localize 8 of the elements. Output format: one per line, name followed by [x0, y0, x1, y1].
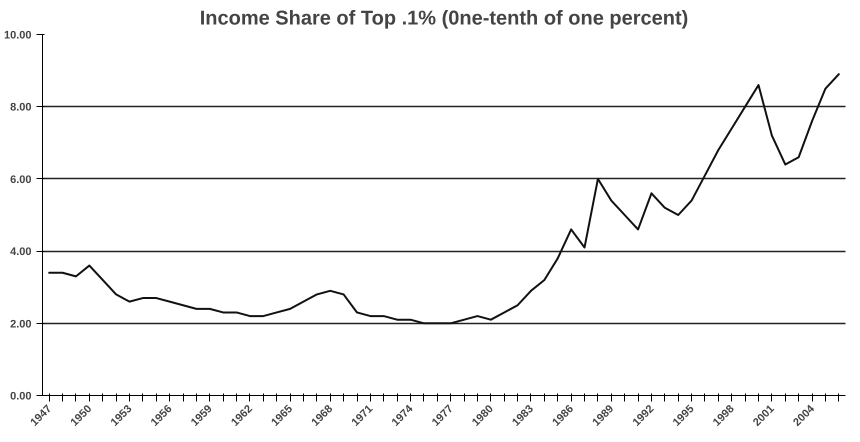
y-tick-label: 0.00: [10, 390, 32, 402]
line-series: [48, 73, 840, 324]
y-tick-label: 6.00: [10, 174, 32, 186]
y-tick-label: 4.00: [10, 246, 32, 258]
chart-title: Income Share of Top .1% (0ne-tenth of one percent): [200, 8, 688, 30]
y-tick-label: 2.00: [10, 318, 32, 330]
y-tick-label: 10.00: [4, 30, 32, 42]
y-tick-label: 8.00: [10, 102, 32, 114]
